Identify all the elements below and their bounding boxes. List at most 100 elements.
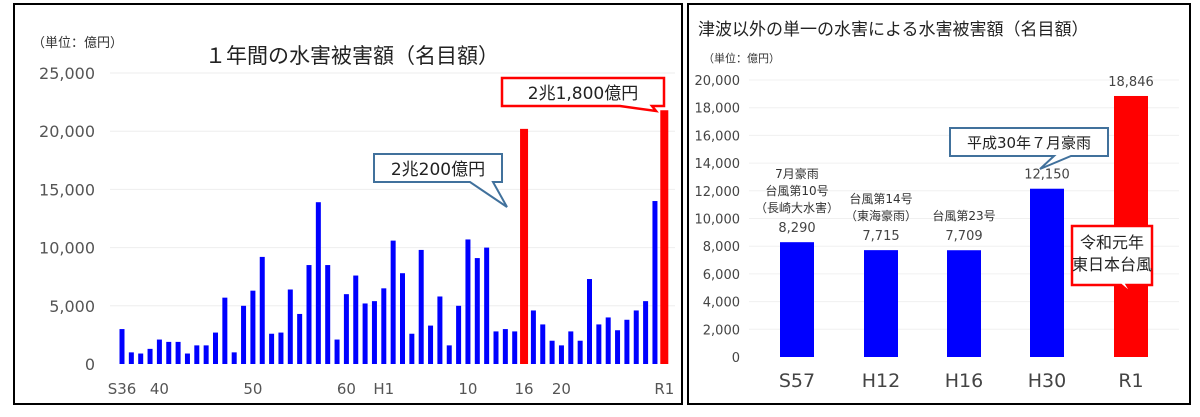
y-tick-label: 6,000 [703, 268, 740, 283]
bar-H27 [624, 319, 630, 364]
callout-box-h16 [373, 153, 508, 208]
bar-H9 [456, 305, 462, 364]
x-tick-label: 16 [515, 380, 534, 398]
y-tick-label: 12,000 [695, 185, 741, 200]
callout-text-r1: 東日本台風 [1072, 255, 1152, 274]
bar-H23 [587, 279, 592, 364]
bar-H17 [530, 310, 536, 364]
unit-label: （単位：億円） [32, 35, 123, 51]
value-label: 7,715 [862, 229, 899, 244]
bar-S43 [184, 353, 190, 364]
x-tick-label: H16 [945, 370, 983, 392]
bar-S53 [278, 332, 284, 364]
y-tick-label: 15,000 [39, 180, 95, 199]
y-tick-label: 8,000 [703, 240, 740, 255]
callout-text-r1: 2兆1,800億円 [528, 84, 638, 104]
bar-S56 [306, 265, 312, 364]
y-tick-label: 0 [732, 351, 740, 366]
bar-H5 [418, 249, 424, 364]
bar-H16 [520, 128, 529, 364]
x-tick-label: 10 [458, 380, 477, 398]
bar-S62 [362, 303, 368, 364]
bar-S63 [371, 301, 377, 364]
callout-box-r1 [1070, 224, 1154, 296]
callout-box-h30 [949, 127, 1109, 170]
y-tick-label: 10,000 [695, 213, 741, 228]
x-tick-label: R1 [654, 380, 674, 398]
bar-S40 [156, 339, 162, 364]
bar-H3 [400, 273, 405, 364]
y-tick-label: 16,000 [695, 129, 741, 144]
bar-H25 [605, 317, 611, 364]
bar-H6 [428, 325, 434, 364]
chart-title: １年間の水害被害額（名目額） [205, 44, 499, 68]
x-tick-label: H1 [373, 380, 394, 398]
bar-S51 [259, 256, 265, 364]
chart-title: 津波以外の単一の水害による水害被害額（名目額） [698, 20, 1089, 40]
callout-box-r1 [500, 76, 666, 113]
unit-label: （単位：億円） [703, 51, 780, 65]
x-tick-label: 20 [552, 380, 571, 398]
single-flood-damage-chart: 津波以外の単一の水害による水害被害額（名目額） （単位：億円） 0 2,000 4,… [695, 20, 1179, 392]
y-tick-label: 4,000 [703, 296, 740, 311]
bar-S59 [334, 339, 340, 364]
bar-H30 [1030, 188, 1064, 357]
y-tick-label: 0 [85, 355, 95, 374]
bar-S42 [175, 341, 181, 364]
bar-H29 [643, 301, 649, 364]
y-tick-label: 18,000 [695, 102, 741, 117]
value-label: 18,846 [1108, 75, 1154, 90]
bar-H1 [381, 288, 387, 364]
bar-S54 [287, 289, 293, 364]
bar-H14 [502, 329, 508, 364]
bar-H12 [484, 247, 490, 364]
bar-S38 [138, 353, 144, 364]
y-tick-label: 5,000 [49, 297, 95, 316]
bar-H16 [947, 250, 981, 357]
value-label: 7,709 [945, 229, 982, 244]
x-tick-label: H30 [1028, 370, 1066, 392]
bar-H30 [652, 201, 658, 364]
x-tick-label: 40 [150, 380, 169, 398]
bar-S52 [269, 333, 275, 364]
event-label: （長崎大水害） [755, 200, 839, 215]
bar-S57 [780, 242, 814, 357]
annual-flood-damage-panel: （単位：億円） １年間の水害被害額（名目額） 0 5,000 10,000 15,00… [13, 3, 683, 405]
bar-S50 [250, 290, 256, 364]
bar-H22 [577, 340, 583, 364]
bar-S37 [128, 352, 134, 364]
bar-H21 [568, 331, 574, 364]
y-tick-label: 20,000 [695, 74, 741, 89]
bar-S44 [194, 345, 200, 364]
bar-S60 [343, 294, 349, 364]
event-label: 7月豪雨 [775, 166, 819, 181]
bar-H20 [558, 345, 564, 364]
bar-H12 [864, 250, 898, 357]
callout-text-r1: 令和元年 [1080, 233, 1144, 252]
y-tick-label: 10,000 [39, 239, 95, 258]
bar-S49 [241, 305, 247, 364]
single-flood-damage-panel: 津波以外の単一の水害による水害被害額（名目額） （単位：億円） 0 2,000 4,… [687, 3, 1191, 405]
x-tick-label: 60 [337, 380, 356, 398]
bar-H18 [540, 324, 546, 364]
bar-H19 [549, 340, 555, 364]
bar-S61 [353, 275, 359, 364]
bar-S41 [166, 341, 172, 364]
x-tick-label: S57 [779, 370, 815, 392]
bar-H24 [596, 324, 602, 364]
x-tick-label: S36 [108, 380, 137, 398]
bar-H8 [446, 345, 452, 364]
bar-S45 [203, 345, 209, 364]
x-tick-label: H12 [862, 370, 900, 392]
y-tick-label: 25,000 [39, 64, 95, 83]
y-tick-label: 2,000 [703, 323, 740, 338]
bar-S39 [147, 348, 153, 364]
callout-text-h16: 2兆200億円 [391, 160, 485, 180]
y-tick-label: 20,000 [39, 122, 95, 141]
callout-text-h30: 平成30年７月豪雨 [967, 134, 1091, 152]
x-tick-label: R1 [1118, 370, 1143, 392]
bar-S46 [213, 332, 218, 364]
annual-flood-damage-chart: （単位：億円） １年間の水害被害額（名目額） 0 5,000 10,000 15,00… [32, 35, 675, 398]
bar-S36 [119, 329, 125, 364]
bar-R1 [660, 110, 669, 364]
